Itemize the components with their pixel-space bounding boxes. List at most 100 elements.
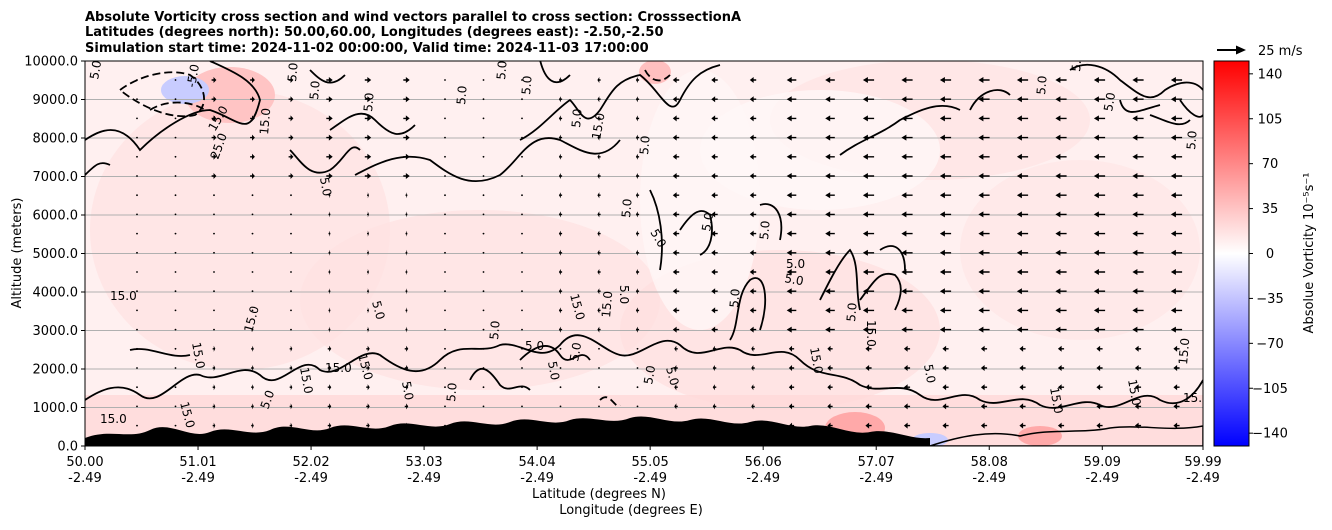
contour-label: 15.0 bbox=[110, 289, 137, 303]
wind-vector bbox=[290, 251, 292, 254]
wind-vector bbox=[1132, 153, 1144, 160]
wind-vector bbox=[212, 365, 216, 371]
wind-vector bbox=[598, 347, 600, 350]
wind-vector bbox=[326, 115, 333, 122]
wind-vector bbox=[901, 192, 913, 199]
wind-vector bbox=[939, 134, 952, 141]
wind-vector bbox=[711, 326, 718, 333]
wind-vector bbox=[939, 288, 952, 295]
wind-vector bbox=[328, 288, 331, 295]
wind-vector bbox=[558, 153, 563, 160]
wind-vector bbox=[1170, 230, 1183, 237]
wind-vector bbox=[1132, 77, 1144, 83]
wind-vector bbox=[672, 326, 680, 333]
wind-vector bbox=[444, 251, 446, 254]
wind-vector bbox=[939, 307, 952, 314]
colorbar-tick-label: −70 bbox=[1256, 337, 1283, 352]
wind-vector bbox=[865, 422, 872, 429]
wind-vector bbox=[751, 345, 755, 352]
contour-label: 5.0 bbox=[619, 198, 635, 218]
wind-vector bbox=[1055, 115, 1067, 122]
x-axis: 50.00-2.4951.01-2.4952.02-2.4953.03-2.49… bbox=[66, 446, 1222, 486]
wind-vector bbox=[865, 365, 872, 371]
wind-vector bbox=[1173, 422, 1180, 429]
wind-vector bbox=[211, 77, 217, 83]
wind-vector bbox=[444, 79, 446, 81]
wind-vector bbox=[328, 307, 331, 314]
wind-vector bbox=[403, 96, 410, 103]
wind-vector bbox=[521, 155, 523, 158]
wind-vector bbox=[786, 211, 797, 218]
wind-vector bbox=[672, 192, 680, 199]
wind-vector bbox=[1016, 153, 1029, 160]
wind-vector bbox=[827, 422, 833, 429]
wind-vector bbox=[978, 96, 990, 103]
wind-vector bbox=[862, 192, 875, 199]
wind-vector bbox=[939, 77, 952, 83]
wind-vector bbox=[635, 153, 640, 160]
colorbar bbox=[1213, 60, 1250, 447]
wind-vector bbox=[749, 288, 757, 295]
wind-vector bbox=[482, 386, 485, 389]
wind-vector bbox=[482, 79, 485, 81]
contour-line bbox=[85, 162, 111, 176]
wind-vector bbox=[1170, 249, 1183, 256]
wind-vector bbox=[1016, 230, 1029, 237]
wind-vector bbox=[939, 173, 952, 179]
wind-vector bbox=[635, 307, 640, 314]
wind-vector bbox=[1019, 365, 1026, 371]
wind-vector bbox=[174, 232, 177, 235]
wind-vector bbox=[212, 384, 216, 391]
wind-vector bbox=[1132, 115, 1144, 122]
wind-vector bbox=[251, 328, 254, 331]
x-tick-label-longitude: -2.49 bbox=[1186, 471, 1220, 486]
wind-vector bbox=[711, 211, 718, 218]
wind-vector bbox=[980, 422, 988, 429]
contour-label: 5.0 bbox=[757, 220, 773, 240]
contour-label: 5.0 bbox=[641, 364, 658, 385]
wind-vector bbox=[749, 307, 757, 314]
contour-label: 15.0 bbox=[177, 400, 197, 429]
wind-vector bbox=[901, 307, 913, 314]
wind-vector bbox=[1170, 307, 1183, 314]
contour-label: 5.0 bbox=[258, 388, 278, 411]
wind-vector bbox=[521, 424, 523, 427]
wind-vector bbox=[1093, 77, 1106, 83]
contour-label: 5.0 bbox=[783, 271, 804, 288]
wind-vector bbox=[1055, 307, 1067, 314]
wind-vector bbox=[597, 192, 601, 199]
wind-vector bbox=[903, 365, 911, 371]
wind-vector bbox=[942, 403, 949, 410]
wind-vector bbox=[1055, 173, 1067, 179]
wind-vector bbox=[597, 173, 601, 179]
wind-vector bbox=[250, 134, 255, 141]
wind-vector bbox=[903, 345, 911, 352]
wind-vector bbox=[1093, 153, 1106, 160]
wind-vector bbox=[211, 153, 217, 160]
wind-vector bbox=[1016, 307, 1029, 314]
y-tick-label: 3000.0 bbox=[33, 324, 79, 339]
wind-vector bbox=[1055, 192, 1067, 199]
wind-vector bbox=[862, 115, 875, 122]
wind-vector bbox=[326, 96, 333, 103]
wind-vector bbox=[251, 422, 254, 429]
wind-vector bbox=[749, 77, 757, 83]
vorticity-patch bbox=[960, 160, 1200, 340]
wind-vector bbox=[444, 424, 446, 427]
wind-vector bbox=[1055, 249, 1067, 256]
wind-vector bbox=[405, 192, 408, 199]
wind-vector bbox=[1096, 422, 1103, 429]
wind-vector bbox=[865, 403, 872, 410]
wind-vector bbox=[901, 230, 913, 237]
wind-vector bbox=[939, 326, 952, 333]
wind-vector bbox=[174, 251, 177, 254]
wind-vector bbox=[597, 288, 601, 295]
wind-vector bbox=[174, 155, 177, 158]
wind-vector bbox=[403, 77, 410, 83]
wind-vector bbox=[674, 365, 678, 371]
wind-vector bbox=[939, 115, 952, 122]
wind-vector bbox=[444, 347, 446, 350]
x-tick-label-latitude: 53.03 bbox=[405, 455, 442, 470]
wind-vector bbox=[482, 155, 485, 158]
wind-vector bbox=[635, 96, 640, 103]
